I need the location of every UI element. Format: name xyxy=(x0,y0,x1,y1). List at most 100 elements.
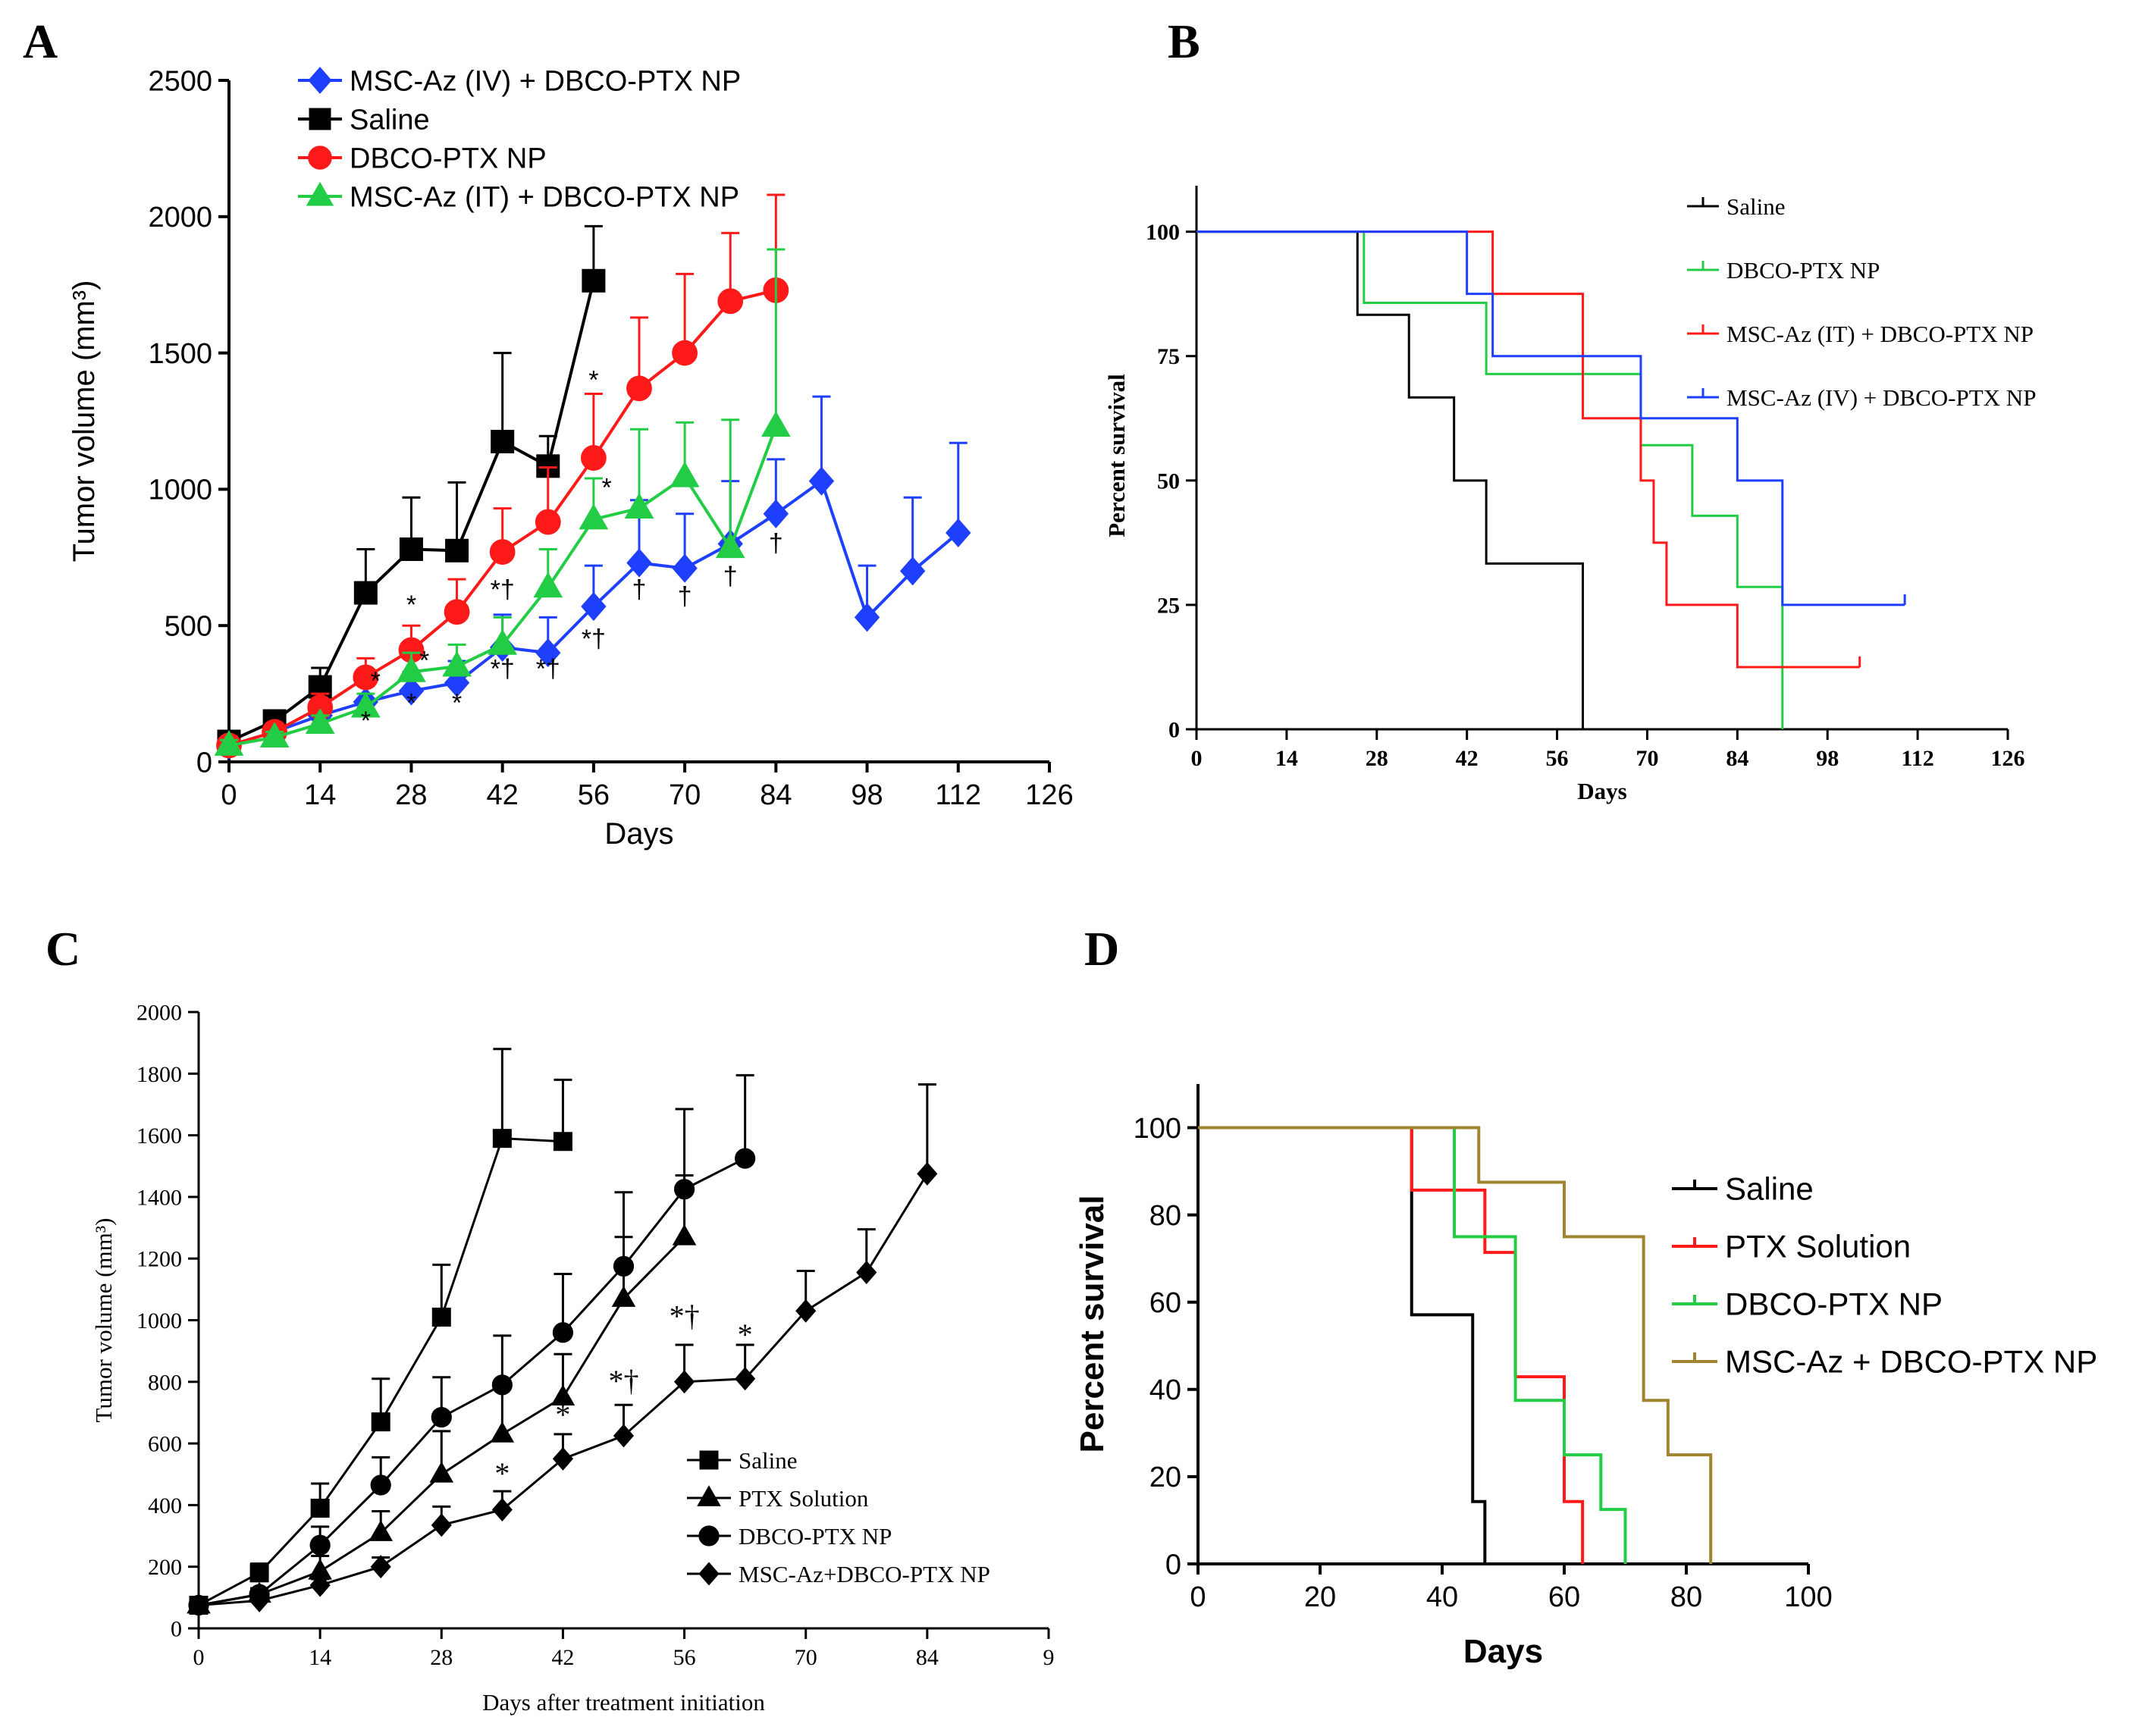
data-point xyxy=(398,676,425,706)
survival-step-line xyxy=(1196,230,1905,606)
x-tick-label: 100 xyxy=(1784,1581,1832,1613)
data-point xyxy=(579,503,609,530)
y-tick-label: 1000 xyxy=(136,1308,182,1333)
x-tick-label: 70 xyxy=(795,1645,817,1670)
y-tick-label: 0 xyxy=(196,747,212,779)
y-tick-label: 0 xyxy=(1168,718,1180,743)
legend-item-1: Saline xyxy=(298,104,430,136)
panel-label-b: B xyxy=(1168,14,1200,68)
data-point xyxy=(489,539,516,566)
data-point xyxy=(188,1593,209,1617)
survival-step-line xyxy=(1198,1126,1627,1564)
x-tick-label: 80 xyxy=(1670,1581,1702,1613)
survival-step-line xyxy=(1198,1126,1585,1564)
y-tick-label: 200 xyxy=(148,1555,182,1580)
x-axis-title: Days xyxy=(1463,1633,1543,1670)
y-tick-label: 0 xyxy=(1165,1549,1181,1581)
data-point xyxy=(611,1286,636,1307)
survival-curve-0 xyxy=(1196,230,1585,729)
data-point xyxy=(492,1129,512,1148)
survival-step-line xyxy=(1198,1126,1487,1564)
survival-curve-0 xyxy=(1198,1126,1487,1564)
y-tick-label: 1000 xyxy=(148,475,212,506)
legend-item-1: PTX Solution xyxy=(687,1485,869,1512)
y-tick-label: 2000 xyxy=(148,202,212,233)
legend-item-3: MSC-Az (IT) + DBCO-PTX NP xyxy=(298,181,739,213)
y-tick-label: 1800 xyxy=(136,1062,182,1087)
significance-label: *† xyxy=(491,655,515,684)
y-tick-label: 75 xyxy=(1157,344,1180,369)
x-tick-label: 42 xyxy=(551,1645,574,1670)
legend-marker xyxy=(309,108,331,130)
legend-label: MSC-Az (IV) + DBCO-PTX NP xyxy=(1726,384,2036,411)
data-point xyxy=(763,499,789,528)
chart-d: 0 20 40 60 80 100 0 20 40 60 80 100 Days Percent surv… xyxy=(1074,1084,2097,1670)
legend-item-0: Saline xyxy=(1687,193,1786,220)
survival-curve-1 xyxy=(1198,1126,1585,1564)
survival-curve-2 xyxy=(1198,1126,1627,1564)
legend-marker xyxy=(697,1485,721,1506)
legend-label: DBCO-PTX NP xyxy=(1726,257,1880,284)
survival-curve-3 xyxy=(1198,1126,1713,1564)
data-point xyxy=(670,461,700,487)
data-point xyxy=(626,548,652,578)
significance-label: *† xyxy=(536,655,560,684)
x-tick-label: 84 xyxy=(1726,746,1748,771)
y-tick-label: 1400 xyxy=(136,1185,182,1210)
legend-marker xyxy=(698,1525,720,1546)
data-point xyxy=(808,466,835,496)
x-tick-label: 126 xyxy=(1025,779,1073,811)
y-tick-label: 500 xyxy=(165,611,212,643)
significance-label: * xyxy=(371,667,381,696)
y-tick-label: 100 xyxy=(1146,220,1180,245)
x-tick-label: 0 xyxy=(221,779,237,811)
significance-label: * xyxy=(406,688,416,717)
data-point xyxy=(488,628,518,655)
data-point xyxy=(309,1573,331,1597)
y-tick-label: 0 xyxy=(171,1617,182,1642)
series-3 xyxy=(214,248,791,756)
data-point xyxy=(350,691,381,718)
y-tick-label: 1600 xyxy=(136,1123,182,1148)
significance-label: *† xyxy=(609,1364,639,1398)
data-point xyxy=(431,1406,452,1428)
significance-label: † xyxy=(678,582,692,611)
y-axis-title: Tumor volume (mm³) xyxy=(67,280,101,562)
significance-label: † xyxy=(769,529,783,558)
x-tick-label: 112 xyxy=(1901,746,1933,771)
y-tick-label: 1200 xyxy=(136,1247,182,1272)
x-tick-label: 60 xyxy=(1548,1581,1580,1613)
legend-label: MSC-Az (IV) + DBCO-PTX NP xyxy=(350,65,741,97)
survival-step-line xyxy=(1198,1126,1713,1564)
x-tick-label: 28 xyxy=(1366,746,1388,771)
data-point xyxy=(535,509,561,535)
x-tick-label: 112 xyxy=(935,779,981,811)
data-point xyxy=(353,664,379,691)
x-tick-label: 28 xyxy=(395,779,427,811)
data-point xyxy=(535,638,561,668)
x-tick-label: 56 xyxy=(673,1645,696,1670)
data-point xyxy=(552,1322,574,1343)
x-tick-label: 14 xyxy=(309,1645,331,1670)
data-point xyxy=(735,1148,756,1169)
data-point xyxy=(856,1261,877,1284)
data-point xyxy=(672,553,698,583)
data-point xyxy=(431,1513,452,1537)
legend-marker xyxy=(698,1562,720,1586)
y-tick-label: 50 xyxy=(1157,468,1180,494)
survival-curve-3 xyxy=(1196,230,1906,606)
data-point xyxy=(624,493,654,519)
x-tick-label: 20 xyxy=(1304,1581,1336,1613)
data-point xyxy=(249,1588,270,1612)
data-point xyxy=(899,556,926,586)
data-point xyxy=(368,1520,393,1541)
y-tick-label: 60 xyxy=(1149,1287,1181,1319)
panel-label-a: A xyxy=(23,14,58,68)
x-tick-label: 42 xyxy=(1456,746,1479,771)
data-point xyxy=(854,603,880,632)
significance-label: * xyxy=(588,365,598,394)
data-point xyxy=(582,268,606,293)
data-point xyxy=(399,537,423,562)
legend-marker xyxy=(699,1450,719,1470)
